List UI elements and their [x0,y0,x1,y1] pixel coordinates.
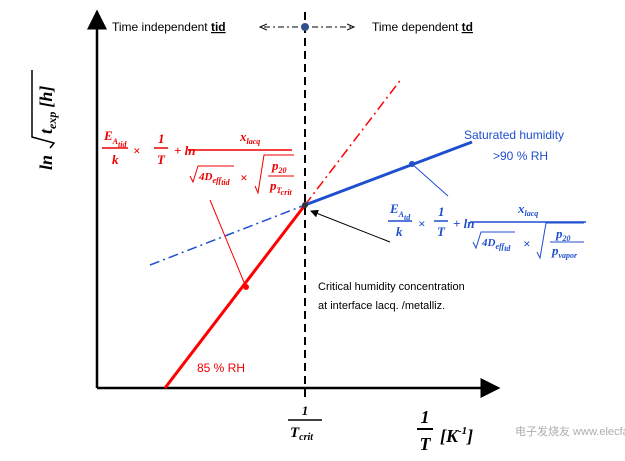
blue-formula: EAtd k × 1 T + ln xlacq 4Defftd × p20 pv… [388,201,586,260]
text: Time dependent [372,20,459,34]
t: T [157,152,166,167]
svg-text:pTcrit: pTcrit [269,178,293,197]
x-sub: lacq [525,209,539,218]
tag: td [462,20,473,34]
svg-text:EAtd: EAtd [389,201,411,222]
p-sub: T [277,186,283,195]
svg-text:4Defftd: 4Defftd [481,237,511,253]
times: × [418,216,425,231]
crit-sub: crit [299,432,314,443]
e: E [389,201,399,216]
svg-text:xlacq: xlacq [239,129,260,146]
header: Time independent tid Time dependent td [112,20,473,34]
d: 4D [198,171,213,183]
tag: tid [211,20,226,34]
header-left: Time independent tid [112,20,226,34]
k: k [112,152,119,167]
watermark: 电子发烧友 www.elecfans.com [515,424,625,438]
p: p [269,178,277,193]
svg-text:p20: p20 [555,226,571,243]
axes [87,9,501,398]
p20: p [555,226,563,241]
e: E [103,128,113,143]
saturated-rh: >90 % RH [493,149,548,163]
critical-label: Critical humidity concentration [318,281,465,293]
svg-text:p20: p20 [271,158,287,175]
one: 1 [438,204,445,219]
unit-close: ] [466,426,473,446]
svg-text:Tcrit: Tcrit [290,425,314,443]
x: x [239,129,247,144]
d-sub: eff [495,242,505,251]
header-right: Time dependent td [372,20,473,34]
d-subsub: tid [221,178,230,187]
exp: exp [45,112,59,129]
p20-sub: 20 [562,234,571,243]
x: x [517,201,525,216]
k: k [396,224,403,239]
text: Time independent [112,20,208,34]
svg-text:pvapor: pvapor [551,243,578,260]
red-formula: EAtid k × 1 T + ln xlacq 4Defftid × p20 … [102,128,294,197]
y-axis-label: ln texp [h] [31,70,59,170]
x-sub: lacq [247,137,261,146]
den: T [420,434,432,454]
svg-text:4Defftid: 4Defftid [198,171,231,187]
p: p [551,243,559,258]
t: T [437,224,446,239]
ln: ln [36,155,56,170]
plus-ln: + ln [453,216,475,231]
times2: × [240,170,247,185]
subsub: td [404,213,411,222]
lines [149,77,473,389]
svg-text:xlacq: xlacq [517,201,538,218]
p20: p [271,158,279,173]
unit: [h] [36,86,56,108]
subsub: tid [118,140,127,149]
times: × [133,143,140,158]
svg-text:EAtid: EAtid [103,128,127,149]
num: 1 [421,407,430,427]
d-sub: eff [212,176,222,185]
critical-label: at interface lacq. /metalliz. [318,300,445,312]
sub: A [112,137,119,146]
crit-num: 1 [302,403,309,418]
svg-text:[K-1]: [K-1] [440,425,473,446]
one: 1 [158,131,165,146]
t: t [36,128,56,134]
svg-text:texp[h]: texp [h] [36,86,59,134]
x-axis-labels: 1 Tcrit 1 T [K-1] [288,403,473,454]
times2: × [523,236,530,251]
crit-den: T [290,425,300,441]
labels: Saturated humidity >90 % RH 85 % RH Crit… [197,128,564,375]
p-subsub: crit [281,188,293,197]
sub: A [398,210,405,219]
d: 4D [481,237,496,249]
unit: [K [440,426,460,446]
saturated-label: Saturated humidity [464,128,564,142]
p-sub: vapor [559,251,579,260]
rh85-label: 85 % RH [197,361,245,375]
critical-dot [301,23,309,31]
plus-ln: + ln [174,143,196,158]
p20-sub: 20 [278,166,287,175]
unit-exp: -1 [458,425,467,437]
d-subsub: td [504,244,511,253]
svg-text:ln: ln [36,155,56,170]
